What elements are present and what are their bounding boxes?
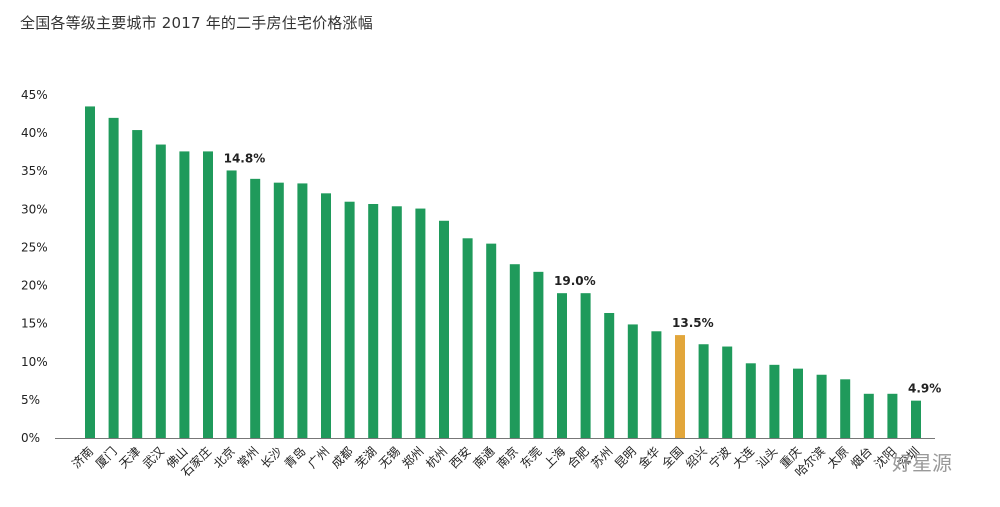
bar (297, 183, 308, 438)
x-tick-label: 金华 (635, 444, 663, 472)
x-tick-label: 杭州 (423, 444, 451, 472)
x-tick-label: 昆明 (612, 444, 639, 471)
bar (675, 335, 685, 438)
bar (462, 238, 473, 438)
bar (203, 151, 213, 438)
bar (863, 393, 874, 438)
bar (769, 364, 780, 438)
bar (509, 264, 520, 438)
chart-title: 全国各等级主要城市 2017 年的二手房住宅价格涨幅 (20, 14, 373, 32)
bar (273, 182, 284, 438)
x-tick-label: 绍兴 (683, 444, 710, 471)
bar (439, 220, 449, 438)
x-tick-label: 天津 (116, 444, 143, 471)
bar (722, 346, 733, 438)
bar (533, 271, 544, 438)
bar (627, 324, 638, 438)
y-tick-label: 35% (21, 164, 48, 178)
bars (85, 106, 921, 439)
bar (604, 312, 615, 438)
data-label: 14.8% (224, 151, 266, 165)
x-tick-label: 南通 (470, 444, 498, 472)
data-labels: 14.8% 19.0% 13.5% 4.9% (224, 151, 942, 395)
x-tick-label: 常州 (234, 444, 261, 471)
bar (85, 106, 95, 438)
bar (745, 363, 756, 438)
x-tick-label: 成都 (329, 444, 356, 471)
bar (580, 293, 591, 438)
y-tick-label: 25% (21, 240, 48, 254)
bar (132, 130, 143, 438)
x-tick-label: 厦门 (92, 444, 120, 472)
x-tick-label: 宁波 (706, 444, 734, 472)
watermark-text: 好星源 (892, 451, 952, 475)
x-axis: 济南厦门天津武汉佛山石家庄北京常州长沙青岛广州成都芜湖无锡郑州杭州西安南通南京东… (55, 438, 935, 480)
bar (557, 293, 567, 438)
data-label: 13.5% (672, 316, 714, 330)
x-tick-label: 全国 (659, 444, 687, 472)
x-tick-label: 太原 (824, 444, 852, 472)
x-tick-label: 汕头 (754, 444, 781, 471)
y-tick-label: 10% (21, 355, 48, 369)
bar (840, 379, 851, 438)
data-label: 4.9% (908, 382, 941, 396)
bar (816, 374, 827, 438)
x-tick-label: 武汉 (140, 444, 167, 471)
x-tick-label: 西安 (446, 444, 474, 472)
bar (226, 170, 237, 438)
x-tick-label: 苏州 (588, 444, 615, 471)
data-label: 19.0% (554, 274, 596, 288)
bar (651, 331, 662, 438)
y-axis: 0% 5% 10% 15% 20% 25% 30% 35% 40% 45% (21, 88, 48, 445)
x-tick-label: 长沙 (258, 444, 285, 471)
x-tick-label: 济南 (69, 444, 97, 472)
x-tick-label: 无锡 (375, 444, 403, 472)
y-tick-label: 45% (21, 88, 48, 102)
x-tick-label: 青岛 (281, 444, 309, 472)
bar (486, 243, 497, 438)
bar (887, 393, 898, 438)
bar (698, 344, 709, 438)
bar (368, 203, 379, 438)
bar (415, 208, 426, 438)
y-tick-label: 20% (21, 279, 48, 293)
x-tick-label: 芜湖 (352, 444, 380, 472)
x-tick-label: 南京 (493, 444, 521, 472)
x-tick-label: 郑州 (399, 444, 427, 472)
x-tick-label: 上海 (541, 444, 569, 472)
x-tick-label: 东莞 (518, 444, 545, 471)
bar (250, 178, 261, 438)
bar (321, 193, 331, 438)
bar (155, 144, 166, 439)
x-tick-label: 合肥 (564, 444, 592, 472)
x-tick-label: 烟台 (847, 444, 875, 472)
y-tick-label: 5% (21, 393, 40, 407)
bar (793, 368, 803, 438)
y-tick-label: 40% (21, 126, 48, 140)
y-tick-label: 30% (21, 202, 48, 216)
x-tick-label: 北京 (211, 444, 238, 471)
bar (108, 117, 119, 438)
y-tick-label: 0% (21, 431, 40, 445)
bar (391, 206, 402, 438)
bar (911, 400, 921, 438)
x-tick-label: 广州 (305, 444, 332, 471)
bar (179, 151, 190, 438)
y-tick-label: 15% (21, 317, 48, 331)
bar (344, 201, 355, 438)
x-tick-label: 大连 (729, 444, 757, 472)
